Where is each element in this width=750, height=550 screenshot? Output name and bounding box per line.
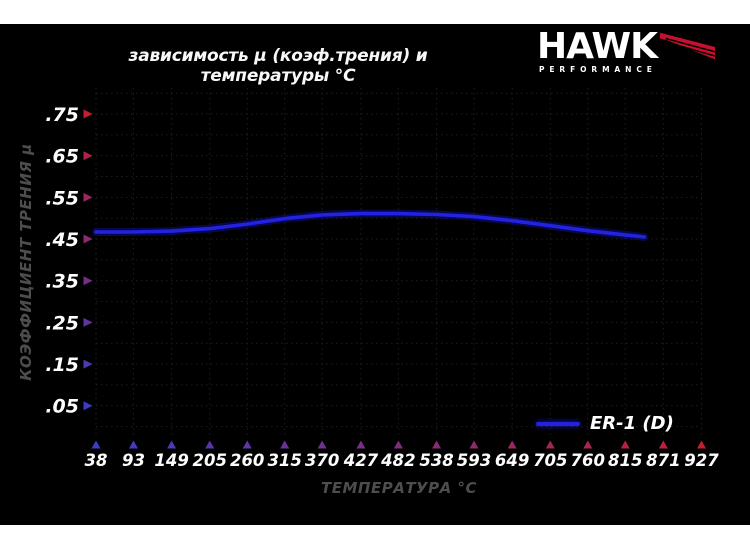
legend-line-swatch xyxy=(536,421,580,426)
x-tick-label: 260 xyxy=(230,451,264,470)
hawk-logo-subtext: PERFORMANCE xyxy=(539,65,657,74)
y-tick-arrow-icon xyxy=(83,359,93,369)
x-tick-arrow-icon xyxy=(507,440,517,449)
y-tick-label: .25 xyxy=(45,312,79,334)
x-tick-label: 538 xyxy=(419,451,453,470)
x-tick-arrow-icon xyxy=(393,440,403,449)
y-tick-label: .05 xyxy=(45,396,79,418)
x-tick-arrow-icon xyxy=(91,440,101,449)
axes xyxy=(94,85,703,439)
x-tick-arrow-icon xyxy=(280,440,290,449)
bottom-white-band xyxy=(0,525,750,550)
x-tick-label: 482 xyxy=(380,451,415,470)
series-curve xyxy=(92,209,649,241)
legend: ER-1 (D) xyxy=(536,413,674,434)
y-tick-arrow-icon xyxy=(83,317,93,327)
y-tick-arrow-icon xyxy=(83,276,93,286)
y-tick-label: .75 xyxy=(45,104,79,126)
x-tick-arrow-icon xyxy=(583,440,593,449)
x-tick-arrow-icon xyxy=(658,440,668,449)
y-tick-arrow-icon xyxy=(83,109,93,119)
x-tick-arrow-icon xyxy=(128,440,138,449)
x-axis-title: ТЕМПЕРАТУРА °C xyxy=(321,479,477,497)
x-tick-arrow-icon xyxy=(205,440,215,449)
y-axis-title: КОЭФФИЦИЕНТ ТРЕНИЯ μ xyxy=(17,143,35,381)
x-tick-arrow-icon xyxy=(432,440,442,449)
legend-series-label: ER-1 (D) xyxy=(590,413,674,434)
y-tick-label: .35 xyxy=(45,271,79,293)
y-tick-arrow-icon xyxy=(83,192,93,202)
series-line xyxy=(94,211,647,239)
tick-labels: .05 .15 .25 .35 .45 .55 .65 .75 38 93 149 205 260 315… xyxy=(45,104,719,470)
y-tick-label: .65 xyxy=(45,146,79,168)
x-tick-arrow-icon xyxy=(167,440,177,449)
grid-lines xyxy=(95,88,702,437)
x-tick-arrow-icon xyxy=(356,440,366,449)
series-line-glow xyxy=(92,209,649,241)
x-tick-label: 93 xyxy=(122,451,145,470)
x-tick-label: 927 xyxy=(684,451,719,470)
x-tick-label: 38 xyxy=(85,451,108,470)
x-tick-label: 370 xyxy=(305,451,339,470)
x-tick-arrow-icon xyxy=(545,440,555,449)
hawk-logo-row: HAWK xyxy=(537,26,715,67)
y-tick-label: .15 xyxy=(45,354,79,376)
x-tick-label: 205 xyxy=(193,451,227,470)
chart-title: зависимость μ (коэф.трения) и температур… xyxy=(128,46,428,86)
x-tick-arrow-icon xyxy=(317,440,327,449)
hawk-logo: HAWK PERFORMANCE xyxy=(537,26,715,74)
tick-marks xyxy=(83,109,706,449)
hawk-logo-wordmark: HAWK xyxy=(537,26,658,67)
x-tick-label: 149 xyxy=(154,451,188,470)
y-tick-arrow-icon xyxy=(83,234,93,244)
x-tick-label: 649 xyxy=(495,451,529,470)
x-tick-arrow-icon xyxy=(242,440,252,449)
x-tick-label: 815 xyxy=(608,451,642,470)
y-tick-label: .45 xyxy=(45,229,79,251)
x-tick-label: 427 xyxy=(343,451,379,470)
hawk-logo-wing-icon xyxy=(659,32,715,60)
x-tick-arrow-icon xyxy=(620,440,630,449)
x-tick-arrow-icon xyxy=(697,440,706,449)
x-tick-label: 593 xyxy=(457,451,491,470)
y-tick-label: .55 xyxy=(45,187,79,209)
x-tick-arrow-icon xyxy=(469,440,479,449)
x-tick-label: 871 xyxy=(646,451,680,470)
x-tick-label: 315 xyxy=(267,451,301,470)
y-tick-arrow-icon xyxy=(83,151,93,161)
y-tick-arrow-icon xyxy=(83,401,93,411)
x-tick-label: 760 xyxy=(571,451,605,470)
x-tick-label: 705 xyxy=(533,451,567,470)
top-white-band xyxy=(0,0,750,24)
